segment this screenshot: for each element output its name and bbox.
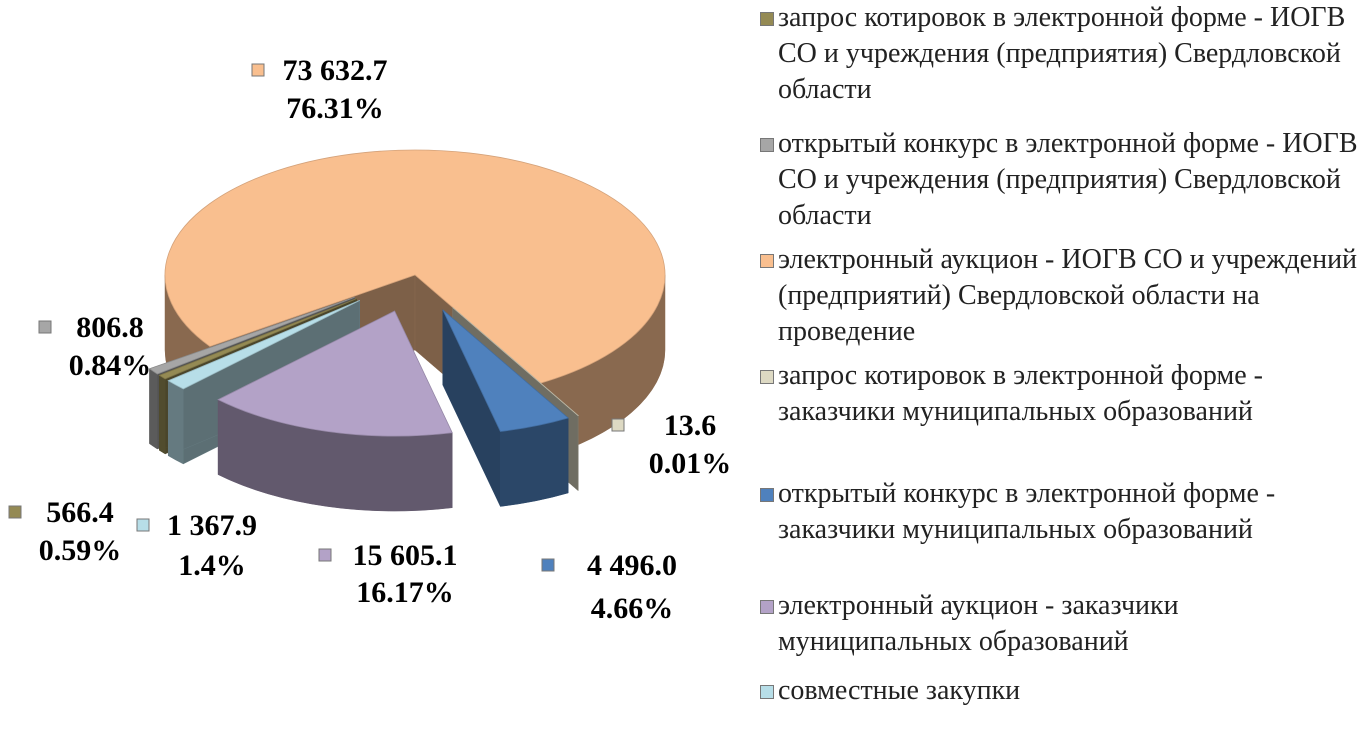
value-label: 806.8 (76, 311, 144, 344)
legend-text: открытый конкурс в электронной форме - з… (778, 478, 1276, 545)
legend-swatch (760, 488, 774, 502)
value-label: 15 605.1 (353, 539, 458, 572)
legend-text: запрос котировок в электронной форме - з… (778, 360, 1263, 427)
slice-top (442, 309, 569, 432)
legend-text: совместные закупки (778, 675, 1021, 706)
label-marker (611, 418, 625, 432)
value-label: 13.6 (664, 409, 717, 442)
legend-swatch (760, 685, 774, 699)
legend-swatch (760, 370, 774, 384)
legend-entry: открытый конкурс в электронной форме - И… (760, 126, 1363, 234)
pie-slice (217, 310, 453, 512)
legend-text: электронный аукцион - заказчики муниципа… (778, 590, 1179, 657)
legend-entry: открытый конкурс в электронной форме - з… (760, 476, 1363, 548)
legend-entry: электронный аукцион - заказчики муниципа… (760, 588, 1363, 660)
pie-slice (442, 309, 569, 507)
legend-swatch (760, 254, 774, 268)
label-marker (541, 558, 555, 572)
slice-side (500, 417, 569, 507)
legend-swatch (760, 138, 774, 152)
percent-label: 0.84% (69, 349, 152, 382)
label-marker (318, 548, 332, 562)
legend-text: запрос котировок в электронной форме - И… (778, 2, 1346, 105)
label-marker (8, 505, 22, 519)
value-label: 73 632.7 (283, 54, 388, 87)
value-label: 566.4 (46, 496, 114, 529)
value-label: 1 367.9 (167, 509, 257, 542)
legend-swatch (760, 600, 774, 614)
value-label: 4 496.0 (587, 549, 677, 582)
percent-label: 76.31% (286, 92, 384, 125)
legend-swatch (760, 12, 774, 26)
slice-top (167, 299, 360, 390)
percent-label: 0.59% (39, 534, 122, 567)
slice-top (217, 310, 453, 437)
legend-entry: запрос котировок в электронной форме - з… (760, 358, 1363, 430)
percent-label: 1.4% (178, 549, 246, 582)
legend-entry: запрос котировок в электронной форме - И… (760, 0, 1363, 108)
label-marker (251, 63, 265, 77)
percent-label: 4.66% (591, 592, 674, 625)
slice-side (159, 374, 166, 455)
legend-text: открытый конкурс в электронной форме - И… (778, 128, 1358, 231)
legend-entry: электронный аукцион - ИОГВ СО и учрежден… (760, 242, 1363, 350)
legend-entry: совместные закупки (760, 673, 1363, 709)
slice-top (158, 298, 357, 380)
legend-text: электронный аукцион - ИОГВ СО и учрежден… (778, 244, 1358, 347)
label-marker (136, 518, 150, 532)
slice-top (452, 307, 580, 417)
label-marker (38, 320, 52, 334)
percent-label: 16.17% (356, 576, 454, 609)
percent-label: 0.01% (649, 447, 732, 480)
slice-side (167, 380, 184, 465)
slice-top (148, 296, 355, 375)
slice-top (164, 149, 666, 384)
chart: 566.4 0.59% 806.8 0.84% 73 632.7 76.31% 13.6 0.… (8, 54, 732, 625)
